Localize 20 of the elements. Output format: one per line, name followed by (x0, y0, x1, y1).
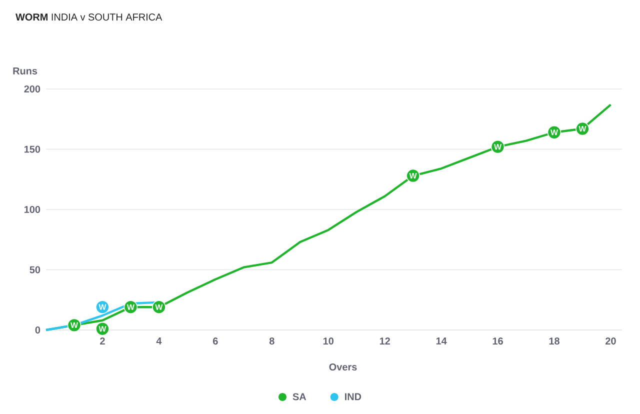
x-tick-label: 18 (549, 338, 560, 345)
x-tick-label: 14 (436, 338, 447, 344)
chart-title: WORM INDIA v SOUTH AFRICA (16, 14, 162, 21)
legend-label: IND (345, 393, 362, 400)
x-tick-label: 16 (492, 338, 503, 345)
y-tick-label: 0 (35, 326, 40, 334)
y-tick-label: 100 (24, 206, 40, 214)
x-tick-label: 20 (606, 338, 616, 345)
x-tick-label: 10 (323, 338, 334, 345)
x-tick-label: 2 (100, 338, 105, 344)
x-tick-label: 12 (380, 338, 390, 344)
x-tick-label: 8 (269, 338, 274, 345)
y-tick-label: 50 (30, 266, 40, 274)
legend-label: SA (292, 393, 306, 400)
x-tick-label: 6 (213, 338, 218, 345)
y-tick-label: 200 (24, 85, 40, 93)
y-tick-label: 150 (24, 146, 40, 153)
x-axis-title: Overs (329, 363, 357, 371)
x-tick-label: 4 (156, 338, 162, 344)
y-axis-title: Runs (13, 68, 38, 74)
